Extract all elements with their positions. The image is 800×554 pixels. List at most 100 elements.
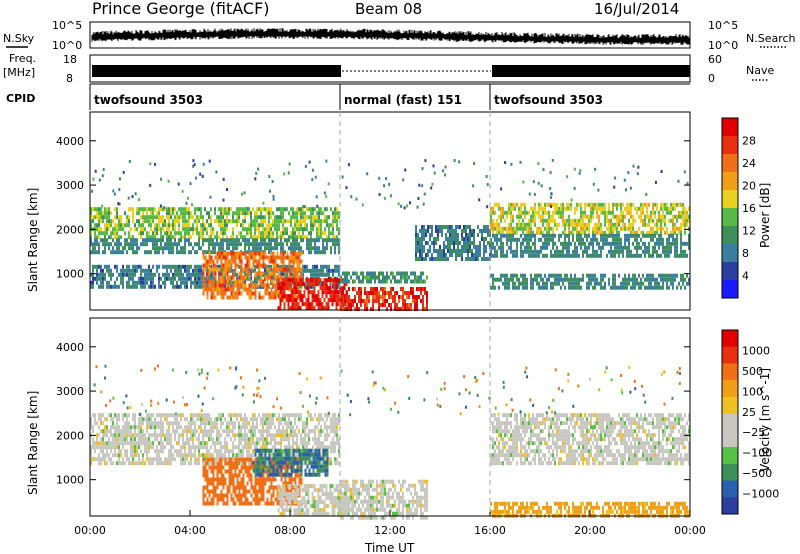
data-cell bbox=[678, 230, 680, 235]
data-cell bbox=[326, 223, 328, 228]
nave-label: Nave bbox=[746, 64, 774, 77]
data-cell bbox=[473, 237, 475, 241]
data-cell bbox=[490, 210, 492, 215]
data-cell bbox=[518, 237, 520, 242]
data-cell bbox=[112, 284, 114, 289]
data-cell bbox=[184, 276, 186, 281]
data-cell bbox=[120, 272, 122, 277]
data-cell bbox=[240, 263, 243, 268]
data-cell bbox=[492, 273, 494, 278]
data-cell bbox=[178, 453, 180, 458]
data-cell bbox=[500, 249, 502, 254]
data-cell bbox=[258, 246, 260, 251]
data-cell bbox=[540, 245, 542, 250]
data-cell bbox=[572, 218, 574, 223]
data-cell bbox=[152, 457, 154, 462]
data-cell bbox=[328, 272, 330, 277]
data-cell bbox=[370, 275, 372, 280]
data-cell bbox=[112, 425, 114, 430]
data-cell bbox=[198, 413, 200, 418]
data-cell bbox=[172, 242, 174, 247]
data-cell bbox=[244, 246, 246, 251]
data-cell bbox=[230, 287, 233, 292]
data-cell bbox=[618, 241, 620, 246]
data-cell bbox=[96, 457, 98, 462]
data-cell bbox=[504, 273, 506, 278]
data-cell bbox=[578, 202, 580, 207]
data-cell-sparse bbox=[323, 191, 326, 195]
data-cell bbox=[118, 449, 120, 454]
data-cell bbox=[366, 299, 368, 303]
colorbar-swatch bbox=[722, 118, 738, 137]
data-cell bbox=[552, 273, 554, 278]
data-cell bbox=[378, 279, 380, 284]
data-cell bbox=[258, 267, 261, 272]
data-cell bbox=[264, 291, 267, 296]
data-cell bbox=[666, 206, 668, 211]
data-cell bbox=[333, 282, 336, 287]
data-cell bbox=[262, 437, 264, 442]
data-cell bbox=[258, 259, 261, 264]
data-cell bbox=[402, 287, 404, 291]
data-cell bbox=[386, 299, 388, 303]
data-cell bbox=[492, 253, 494, 258]
data-cell bbox=[114, 250, 116, 255]
data-cell bbox=[544, 226, 546, 231]
data-cell bbox=[554, 210, 556, 215]
data-cell bbox=[380, 287, 382, 291]
data-cell-sparse bbox=[623, 178, 626, 182]
data-cell bbox=[664, 214, 666, 219]
data-cell bbox=[524, 233, 526, 238]
data-cell bbox=[130, 207, 132, 212]
data-cell bbox=[92, 425, 94, 430]
data-cell bbox=[186, 207, 188, 212]
data-cell bbox=[166, 264, 168, 269]
data-cell-sparse bbox=[485, 175, 488, 178]
data-cell bbox=[232, 268, 234, 273]
data-cell bbox=[294, 271, 297, 276]
data-cell bbox=[162, 461, 164, 466]
data-cell bbox=[132, 238, 134, 243]
data-cell bbox=[295, 286, 298, 291]
data-cell bbox=[122, 223, 124, 228]
data-cell bbox=[410, 287, 412, 291]
data-cell bbox=[260, 242, 262, 247]
data-cell bbox=[102, 272, 104, 277]
data-cell bbox=[668, 218, 670, 223]
data-cell bbox=[564, 245, 566, 250]
data-cell bbox=[429, 225, 431, 229]
data-cell bbox=[524, 206, 526, 211]
data-cell bbox=[654, 281, 656, 286]
data-cell bbox=[180, 215, 182, 220]
data-cell bbox=[636, 245, 638, 250]
data-cell bbox=[449, 253, 451, 257]
data-cell bbox=[592, 241, 594, 246]
data-cell bbox=[516, 277, 518, 282]
data-cell bbox=[674, 202, 676, 207]
data-cell bbox=[170, 250, 172, 255]
data-cell bbox=[114, 223, 116, 228]
data-cell bbox=[140, 231, 142, 236]
data-cell bbox=[596, 230, 598, 235]
data-cell bbox=[674, 226, 676, 231]
data-cell bbox=[150, 207, 152, 212]
data-cell bbox=[670, 281, 672, 286]
data-cell bbox=[236, 211, 238, 216]
data-cell bbox=[477, 245, 479, 249]
data-cell bbox=[295, 278, 298, 283]
data-cell bbox=[540, 206, 542, 211]
data-cell bbox=[224, 284, 226, 289]
data-cell bbox=[92, 276, 94, 281]
data-cell bbox=[325, 302, 328, 307]
data-cell bbox=[682, 202, 684, 207]
data-cell bbox=[328, 238, 330, 243]
data-cell bbox=[276, 242, 278, 247]
data-cell bbox=[394, 295, 396, 299]
data-cell bbox=[323, 282, 326, 287]
y-tick-label: 2000 bbox=[56, 223, 84, 236]
data-cell bbox=[190, 449, 192, 454]
data-cell bbox=[342, 279, 344, 284]
data-cell bbox=[548, 218, 550, 223]
data-cell bbox=[596, 237, 598, 242]
data-cell bbox=[662, 285, 664, 290]
